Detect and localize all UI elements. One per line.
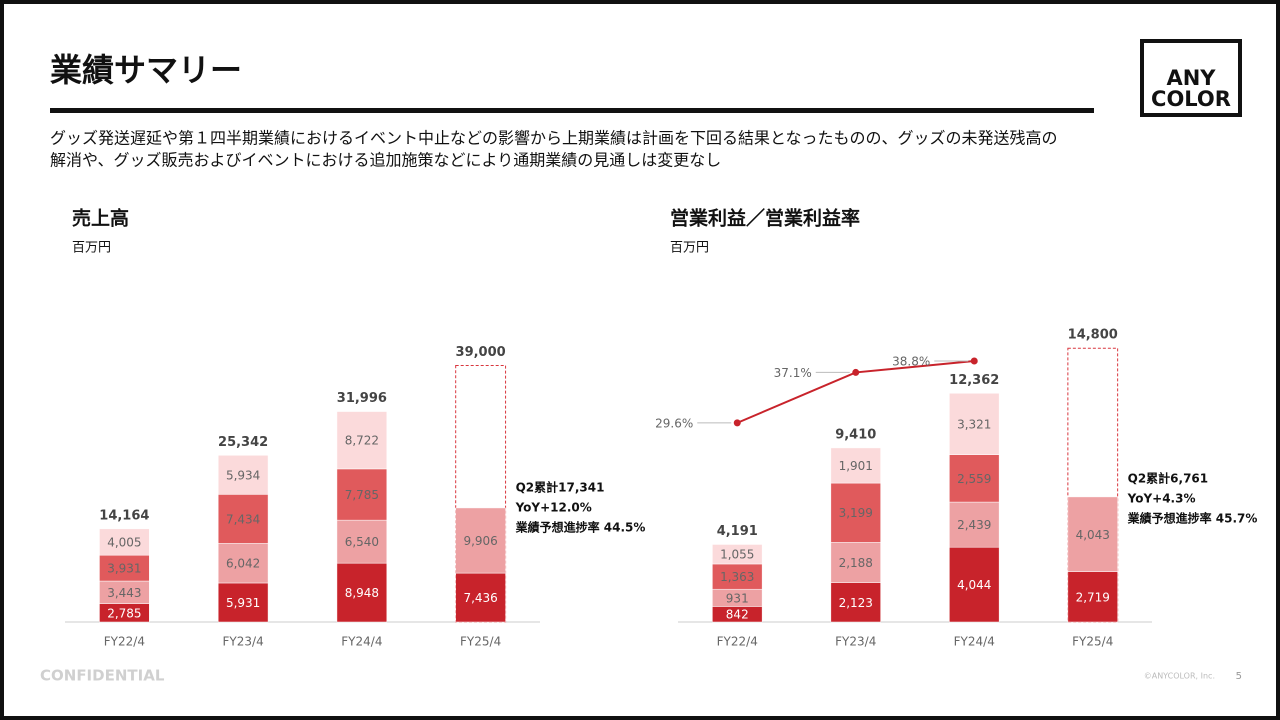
segment-label: 5,934	[226, 468, 260, 482]
title-rule	[50, 108, 1094, 113]
segment-label: 2,719	[1076, 590, 1110, 604]
x-tick-label: FY25/4	[1072, 635, 1113, 649]
bar-segment	[949, 546, 1000, 623]
annotation: Q2累計6,761	[1128, 471, 1209, 486]
line-point	[970, 357, 978, 365]
segment-label: 4,043	[1076, 528, 1110, 542]
bar-segment	[830, 482, 881, 543]
bar-segment	[712, 563, 763, 590]
segment-label: 1,363	[720, 570, 754, 584]
annotation: YoY+12.0%	[515, 501, 592, 515]
bar-segment	[217, 494, 269, 544]
copyright: ©ANYCOLOR, Inc.	[1144, 672, 1215, 681]
segment-label: 3,931	[107, 562, 141, 576]
x-tick-label: FY22/4	[104, 635, 145, 649]
line-point	[733, 419, 741, 427]
logo-text: ANY	[1166, 66, 1216, 90]
total-label: 14,800	[1068, 328, 1118, 343]
segment-label: 3,443	[107, 586, 141, 600]
x-tick-label: FY23/4	[223, 635, 264, 649]
total-label: 4,191	[717, 524, 758, 539]
segment-label: 842	[726, 608, 749, 622]
segment-label: 7,785	[345, 488, 379, 502]
logo-text: COLOR	[1151, 87, 1231, 111]
bar-segment	[217, 582, 269, 623]
bar-segment	[949, 393, 1000, 455]
forecast-bar	[1067, 347, 1119, 623]
segment-label: 7,434	[226, 512, 260, 526]
line-label: 38.8%	[892, 354, 930, 368]
total-label: 25,342	[218, 435, 268, 450]
segment-label: 1,901	[839, 459, 873, 473]
segment-label: 6,042	[226, 557, 260, 571]
annotation: YoY+4.3%	[1127, 492, 1196, 506]
bar-segment	[217, 542, 269, 584]
segment-label: 1,055	[720, 548, 754, 562]
segment-label: 3,199	[839, 506, 873, 520]
total-label: 12,362	[949, 373, 999, 388]
chart-title: 営業利益／営業利益率	[670, 207, 860, 230]
bar-segment	[336, 468, 388, 521]
bar-segment	[949, 501, 1000, 548]
bar-segment	[336, 562, 388, 623]
total-label: 39,000	[456, 345, 506, 360]
segment-label: 8,948	[345, 586, 379, 600]
annotation: Q2累計17,341	[516, 480, 605, 495]
bar-segment	[99, 554, 150, 582]
bar-segment	[949, 454, 1000, 503]
annotation: 業績予想進捗率 45.7%	[1127, 511, 1258, 526]
segment-label: 8,722	[345, 434, 379, 448]
segment-label: 2,123	[839, 596, 873, 610]
bar-segment	[712, 544, 763, 565]
bar-segment	[830, 447, 881, 484]
bar-segment	[455, 507, 506, 574]
x-tick-label: FY25/4	[460, 635, 501, 649]
segment-label: 6,540	[345, 535, 379, 549]
segment-label: 931	[726, 591, 749, 605]
line-label: 37.1%	[774, 366, 812, 380]
segment-label: 2,559	[957, 472, 991, 486]
x-tick-label: FY24/4	[341, 635, 382, 649]
bar-segment	[1067, 496, 1118, 572]
segment-label: 2,439	[957, 518, 991, 532]
description: グッズ発送遅延や第１四半期業績におけるイベント中止などの影響から上期業績は計画を…	[50, 129, 1058, 148]
segment-label: 9,906	[463, 534, 497, 548]
chart-subtitle: 百万円	[72, 241, 111, 256]
chart-subtitle: 百万円	[670, 241, 709, 256]
bar-segment	[455, 572, 506, 623]
bar-segment	[336, 411, 388, 470]
x-tick-label: FY22/4	[717, 635, 758, 649]
line-point	[852, 368, 860, 376]
segment-label: 3,321	[957, 418, 991, 432]
bar-segment	[336, 519, 388, 564]
total-label: 31,996	[337, 391, 387, 406]
slide-title: 業績サマリー	[50, 51, 242, 89]
line-label: 29.6%	[655, 416, 693, 430]
chart-title: 売上高	[72, 207, 129, 230]
bar-segment	[217, 455, 269, 495]
bar-segment	[99, 528, 150, 556]
description: 解消や、グッズ販売およびイベントにおける追加施策などにより通期業績の見通しは変更…	[50, 151, 721, 170]
x-tick-label: FY23/4	[835, 635, 876, 649]
total-label: 9,410	[835, 427, 876, 442]
segment-label: 4,044	[957, 578, 991, 592]
confidential: CONFIDENTIAL	[40, 667, 165, 685]
annotation: 業績予想進捗率 44.5%	[515, 520, 646, 535]
logo-box	[1140, 39, 1242, 117]
bar-segment	[1067, 571, 1118, 623]
segment-label: 4,005	[107, 536, 141, 550]
bar-segment	[830, 582, 881, 623]
x-tick-label: FY24/4	[954, 635, 995, 649]
segment-label: 2,188	[839, 556, 873, 570]
segment-label: 5,931	[226, 596, 260, 610]
total-label: 14,164	[99, 508, 149, 523]
segment-label: 7,436	[463, 591, 497, 605]
page-number: 5	[1236, 671, 1242, 682]
segment-label: 2,785	[107, 606, 141, 620]
